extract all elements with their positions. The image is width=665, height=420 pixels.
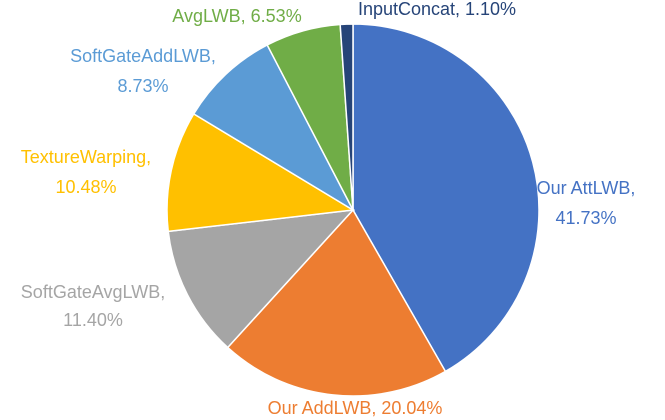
slice-label-text: Our AddLWB, 20.04%	[268, 398, 443, 418]
slice-label-texturewarping: TextureWarping, 10.48%	[21, 147, 151, 197]
slice-label-text: InputConcat, 1.10%	[358, 0, 516, 19]
pie-labels: Our AttLWB, 41.73% Our AddLWB, 20.04% SoftG…	[21, 0, 636, 418]
pie-slices	[166, 23, 540, 397]
slice-label-inputconcat: InputConcat, 1.10%	[358, 0, 516, 19]
pie-slice-our-addlwb	[226, 208, 447, 397]
slice-label-name: SoftGateAddLWB,	[70, 46, 216, 66]
slice-label-percent: 10.48%	[55, 177, 116, 197]
slice-label-percent: 41.73%	[555, 208, 616, 228]
slice-label-percent: 8.73%	[117, 76, 168, 96]
pie-slice-softgateavglwb	[167, 209, 355, 349]
pie-slice-softgateaddlwb	[192, 43, 355, 213]
slice-label-name: TextureWarping,	[21, 147, 151, 167]
slice-label-percent: 11.40%	[63, 310, 123, 330]
slice-label-softgateaddlwb: SoftGateAddLWB, 8.73%	[70, 46, 216, 96]
slice-label-text: AvgLWB, 6.53%	[172, 6, 301, 26]
slice-label-name: Our AttLWB,	[537, 178, 636, 198]
pie-slice-inputconcat	[339, 23, 354, 211]
slice-label-our-attlwb: Our AttLWB, 41.73%	[537, 178, 636, 228]
slice-label-softgateavglwb: SoftGateAvgLWB, 11.40%	[21, 282, 165, 330]
slice-label-avglwb: AvgLWB, 6.53%	[172, 6, 301, 26]
slice-label-name: SoftGateAvgLWB,	[21, 282, 165, 302]
pie-slice-our-attlwb	[352, 23, 540, 373]
slice-label-our-addlwb: Our AddLWB, 20.04%	[268, 398, 443, 418]
pie-slice-texturewarping	[166, 112, 356, 233]
